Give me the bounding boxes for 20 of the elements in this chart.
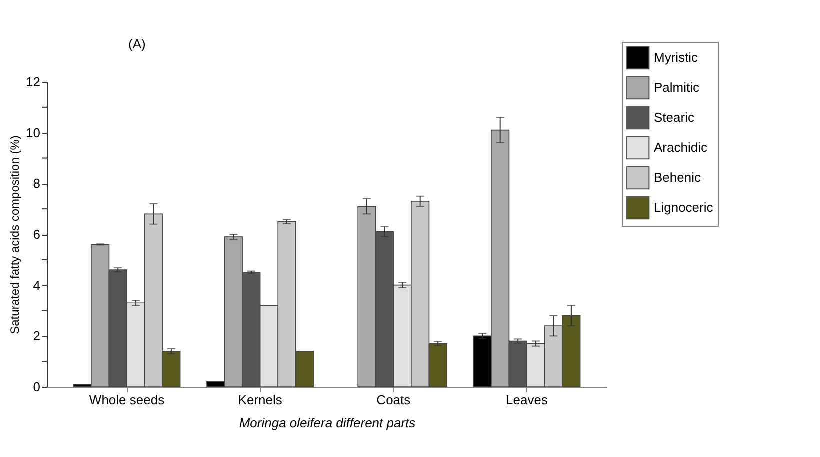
y-tick-label: 12 [26,74,40,90]
x-tick-label: Coats [376,392,412,408]
y-tick-label: 4 [33,278,40,293]
y-tick-label: 10 [26,125,40,140]
y-tick-label: 8 [33,176,40,192]
x-tick-label: Leaves [506,392,548,408]
x-tick-label: Whole seeds [89,392,166,408]
y-tick-label: 6 [33,227,40,242]
legend-label: Arachidic [654,140,708,155]
y-axis-title: Saturated fatty acids composition (%) [8,136,22,334]
legend-label: Palmitic [654,80,700,95]
chart-title: (A) [128,36,146,52]
x-axis-title: Moringa oleifera different parts [239,416,416,430]
legend-label: Behenic [654,170,702,185]
y-tick-label: 2 [33,328,40,344]
legend-label: Stearic [654,110,695,125]
legend-label: Myristic [654,50,699,65]
y-tick-label: 0 [33,380,40,394]
legend-label: Lignoceric [654,200,714,215]
x-tick-label: Kernels [238,392,283,408]
